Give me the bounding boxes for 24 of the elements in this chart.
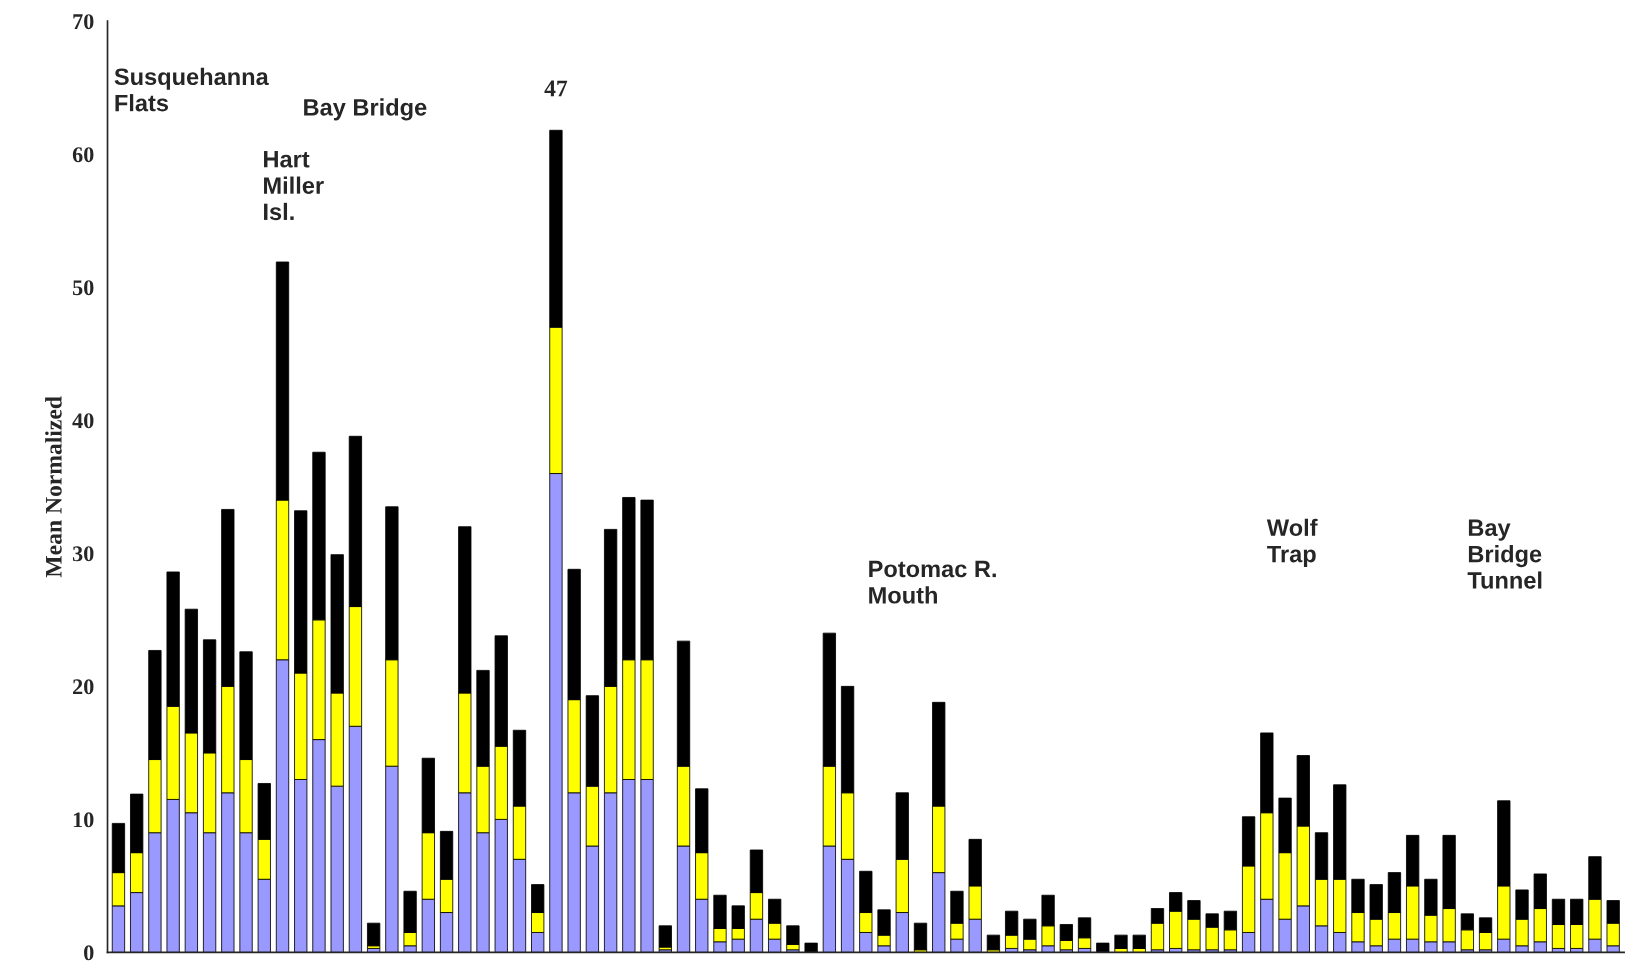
y-tick-label: 50 [72,280,94,296]
y-tick-label: 70 [73,14,94,30]
annotation: Potomac R. Mouth [869,560,996,604]
bar [986,934,1001,951]
annotation: Bay Bridge Tunnel [1467,519,1542,589]
y-tick-label: 0 [84,945,94,961]
y-tick-label: 20 [73,679,94,695]
bar [658,925,672,948]
y-tick-label: 40 [72,413,94,429]
y-axis-title: Mean Normalized [45,396,62,578]
annotation: 47 [544,80,568,97]
bar [1132,934,1146,949]
bar [1114,934,1128,949]
bar [913,922,928,951]
y-tick-label: 60 [72,147,94,163]
annotation: Wolf Trap [1266,518,1318,568]
bar [1096,942,1110,953]
annotation: Bay Bridge [304,98,427,121]
annotation: Hart Miller Isl. [264,151,324,221]
y-tick-label: 30 [72,546,94,562]
annotation: Susquehanna Flats [114,67,269,112]
y-tick-label: 10 [73,812,94,828]
bar [367,922,381,947]
bar [804,942,818,953]
